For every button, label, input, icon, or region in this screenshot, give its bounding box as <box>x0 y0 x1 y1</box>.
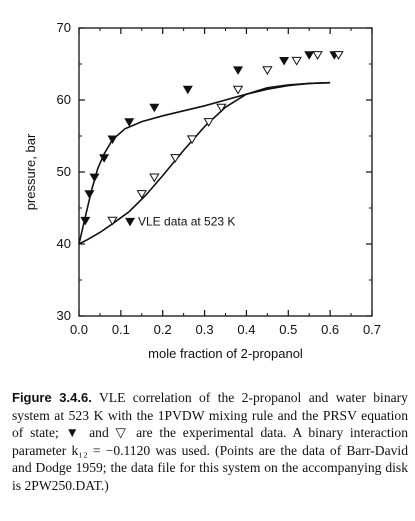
data-point-filled <box>304 51 315 60</box>
x-tick-label: 0.2 <box>154 322 172 337</box>
data-point-filled <box>107 135 118 144</box>
x-tick-label: 0.1 <box>112 322 130 337</box>
x-tick-label: 0.6 <box>321 322 339 337</box>
model-curve <box>78 81 331 245</box>
data-point-open <box>216 103 227 113</box>
x-axis-label: mole fraction of 2-propanol <box>148 346 303 361</box>
data-point-open <box>203 118 214 127</box>
data-point-open <box>232 85 244 95</box>
data-point-open <box>107 216 118 226</box>
plot-frame <box>78 27 373 317</box>
data-point-open <box>149 173 160 183</box>
data-point-open <box>186 135 198 145</box>
data-point-filled <box>99 154 110 163</box>
data-point-filled <box>182 85 193 95</box>
y-tick-label: 70 <box>57 20 71 35</box>
data-point-filled <box>89 173 100 183</box>
y-tick-label: 50 <box>57 164 71 179</box>
data-point-filled <box>80 216 91 226</box>
x-tick-label: 0.0 <box>70 322 88 337</box>
data-point-filled <box>279 56 290 66</box>
x-tick-label: 0.7 <box>363 322 381 337</box>
y-tick-label: 30 <box>57 308 71 323</box>
y-axis-label: pressure, bar <box>23 133 38 210</box>
caption-label: Figure 3.4.6. <box>12 390 92 405</box>
caption-text: VLE correlation of the 2-propanol and wa… <box>12 390 408 493</box>
data-point-open <box>333 51 344 60</box>
data-point-filled <box>233 66 244 75</box>
data-point-open <box>291 56 302 66</box>
annotation-marker <box>125 217 136 227</box>
data-point-open <box>312 51 323 60</box>
data-point-open <box>136 190 147 199</box>
x-tick-label: 0.5 <box>279 322 297 337</box>
x-tick-label: 0.3 <box>196 322 214 337</box>
data-point-filled <box>149 103 160 113</box>
x-tick-label: 0.4 <box>237 322 255 337</box>
data-point-open <box>170 154 181 163</box>
data-point-filled <box>84 190 95 199</box>
figure-caption: Figure 3.4.6. VLE correlation of the 2-p… <box>12 389 408 494</box>
annotation-text: VLE data at 523 K <box>138 214 235 228</box>
data-point-open <box>262 66 273 76</box>
y-tick-label: 40 <box>57 236 71 251</box>
vle-chart: 0.0 0.1 0.2 0.3 0.4 0.5 0.6 0.7 30 40 50 60 70 mole f… <box>23 20 381 361</box>
y-tick-label: 60 <box>57 92 71 107</box>
data-point-filled <box>124 118 135 127</box>
